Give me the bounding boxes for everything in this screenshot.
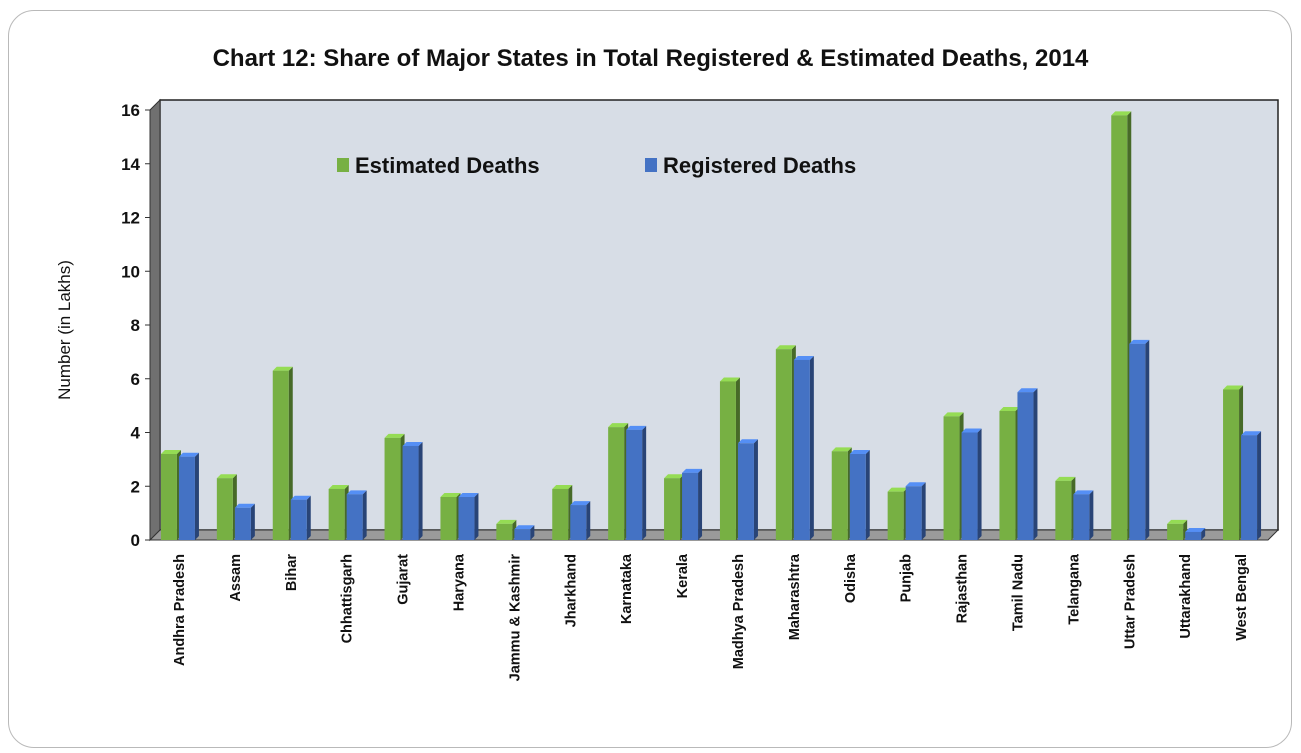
y-tick-label: 4 bbox=[131, 424, 141, 443]
bar-estimated bbox=[1055, 476, 1076, 540]
category-label: Tamil Nadu bbox=[1010, 554, 1026, 631]
legend-label: Registered Deaths bbox=[663, 153, 856, 178]
category-label: Andhra Pradesh bbox=[172, 554, 188, 666]
category-label: Jammu & Kashmir bbox=[507, 554, 523, 682]
legend-swatch bbox=[337, 158, 349, 172]
bar-estimated bbox=[272, 366, 293, 540]
category-label: Maharashtra bbox=[787, 553, 803, 640]
chart-title: Chart 12: Share of Major States in Total… bbox=[212, 45, 1089, 72]
bar-estimated bbox=[1167, 519, 1188, 540]
bar-estimated bbox=[160, 450, 181, 540]
bar-estimated bbox=[943, 412, 964, 540]
bar-registered bbox=[234, 503, 255, 540]
bar-estimated bbox=[719, 377, 740, 540]
bar-registered bbox=[626, 425, 647, 540]
y-axis-label: Number (in Lakhs) bbox=[55, 260, 74, 400]
bar-estimated bbox=[328, 484, 349, 540]
bar-registered bbox=[793, 355, 814, 540]
bar-registered bbox=[1241, 431, 1262, 540]
category-label: Uttar Pradesh bbox=[1122, 554, 1138, 649]
bar-registered bbox=[1017, 388, 1038, 540]
bar-estimated bbox=[664, 474, 685, 540]
category-label: Rajasthan bbox=[955, 554, 971, 623]
bars bbox=[160, 111, 1262, 540]
category-label: Punjab bbox=[899, 554, 915, 602]
y-tick-label: 10 bbox=[121, 262, 140, 281]
bar-estimated bbox=[1111, 111, 1132, 540]
category-label: Jharkhand bbox=[563, 554, 579, 627]
plot-area bbox=[148, 98, 1280, 542]
category-label: Chhattisgarh bbox=[340, 554, 356, 643]
category-label: Uttarakhand bbox=[1178, 554, 1194, 639]
y-tick-label: 14 bbox=[121, 155, 140, 174]
bar-estimated bbox=[999, 407, 1020, 540]
category-label: Odisha bbox=[843, 553, 859, 603]
x-tick-labels: Andhra Pradesh Assam Bihar Chhattisgarh Guja… bbox=[172, 553, 1250, 681]
plot-floor bbox=[148, 529, 1280, 541]
bar-registered bbox=[514, 525, 535, 540]
bar-registered bbox=[1129, 339, 1150, 540]
legend: Estimated Deaths Registered Deaths bbox=[337, 153, 856, 178]
bar-estimated bbox=[440, 493, 461, 540]
bar-registered bbox=[178, 452, 199, 540]
bar-registered bbox=[402, 441, 423, 540]
category-label: Kerala bbox=[675, 553, 691, 598]
y-tick-label: 12 bbox=[121, 209, 140, 228]
bar-registered bbox=[290, 495, 311, 540]
legend-swatch bbox=[645, 158, 657, 172]
category-label: Bihar bbox=[284, 554, 300, 591]
y-tick-label: 2 bbox=[131, 477, 140, 496]
bar-estimated bbox=[496, 519, 517, 540]
y-tick-labels: 0 2 4 6 8 10 12 14 16 bbox=[121, 101, 150, 550]
bar-registered bbox=[905, 482, 926, 540]
plot-back-wall bbox=[159, 99, 1279, 531]
bar-estimated bbox=[608, 423, 629, 540]
bar-registered bbox=[961, 428, 982, 540]
category-label: West Bengal bbox=[1234, 554, 1250, 641]
category-label: Madhya Pradesh bbox=[731, 554, 747, 669]
bar-registered bbox=[458, 493, 479, 540]
bar-registered bbox=[570, 501, 591, 540]
bar-registered bbox=[346, 490, 367, 540]
bar-registered bbox=[849, 450, 870, 540]
legend-label: Estimated Deaths bbox=[355, 153, 540, 178]
bar-estimated bbox=[1223, 385, 1244, 540]
plot-side-wall bbox=[149, 98, 161, 542]
bar-estimated bbox=[831, 447, 852, 540]
category-label: Karnataka bbox=[619, 553, 635, 624]
bar-estimated bbox=[775, 345, 796, 540]
bar-registered bbox=[1185, 527, 1206, 540]
category-label: Haryana bbox=[451, 553, 467, 611]
bar-estimated bbox=[384, 433, 405, 540]
bar-estimated bbox=[887, 487, 908, 540]
category-label: Telangana bbox=[1066, 553, 1082, 625]
y-tick-label: 0 bbox=[131, 531, 140, 550]
bar-estimated bbox=[552, 484, 573, 540]
bar-registered bbox=[737, 439, 758, 540]
category-label: Assam bbox=[228, 554, 244, 602]
bar-registered bbox=[1073, 490, 1094, 540]
y-tick-label: 16 bbox=[121, 101, 140, 120]
bar-estimated bbox=[216, 474, 237, 540]
bar-registered bbox=[682, 468, 703, 540]
category-label: Gujarat bbox=[396, 554, 412, 605]
y-tick-label: 6 bbox=[131, 370, 140, 389]
y-tick-label: 8 bbox=[131, 316, 140, 335]
